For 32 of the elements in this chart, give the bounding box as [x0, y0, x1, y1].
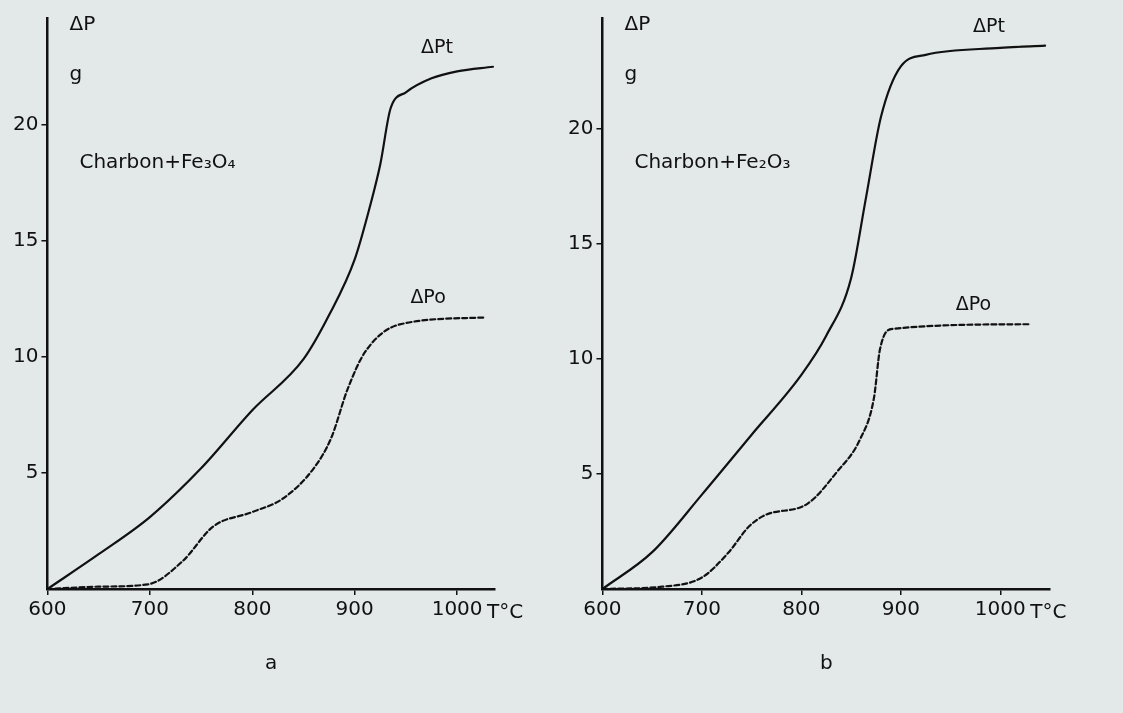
y-axis-title: ΔP — [69, 11, 96, 35]
y-tick-label: 10 — [13, 343, 39, 368]
x-tick-label: 600 — [28, 596, 67, 621]
annotation: g — [69, 61, 83, 85]
x-tick-label: 800 — [233, 596, 272, 621]
x-tick-label: 600 — [583, 596, 622, 621]
annotation: Charbon+Fe₃O₄ — [79, 149, 236, 173]
annotation: g — [624, 61, 638, 85]
x-tick-label: 900 — [335, 596, 374, 621]
x-tick-label: 900 — [881, 596, 920, 621]
x-tick-label: 800 — [782, 596, 821, 621]
y-tick-label: 5 — [580, 460, 594, 485]
x-tick-label: 1000 — [974, 596, 1026, 621]
x-tick-label: 1000 — [431, 596, 483, 621]
x-axis-title: T°C — [1029, 599, 1067, 623]
y-tick-label: 5 — [25, 459, 39, 484]
text: b — [819, 650, 833, 674]
y-tick-label: 15 — [13, 227, 39, 252]
series-label: ΔPo — [955, 292, 992, 315]
series-label: ΔPo — [410, 285, 446, 308]
series-label: ΔPt — [421, 34, 453, 57]
series-label: ΔPt — [973, 13, 1006, 36]
y-tick-label: 10 — [568, 344, 594, 369]
text: a — [265, 650, 278, 674]
x-tick-label: 700 — [130, 596, 169, 621]
y-tick-label: 20 — [13, 110, 39, 135]
annotation: Charbon+Fe₂O₃ — [634, 149, 791, 173]
y-tick-label: 20 — [568, 114, 594, 139]
x-axis-title: T°C — [486, 599, 524, 623]
x-tick-label: 700 — [682, 596, 721, 621]
y-axis-title: ΔP — [624, 11, 651, 35]
y-tick-label: 15 — [568, 229, 594, 254]
